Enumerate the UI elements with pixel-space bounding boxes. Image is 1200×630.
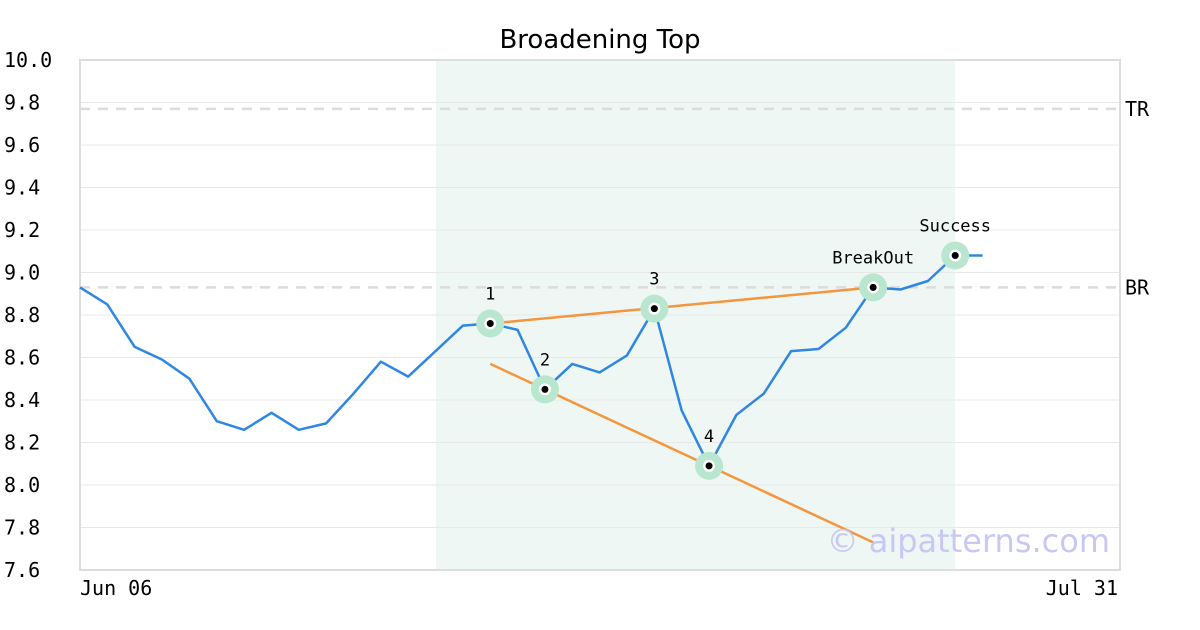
y-tick-label: 8.4 — [4, 388, 40, 412]
marker-dot — [705, 462, 713, 470]
y-tick-label: 9.4 — [4, 176, 40, 200]
marker-dot — [486, 320, 494, 327]
marker-label-breakout: BreakOut — [832, 248, 914, 268]
marker-label-2: 2 — [540, 350, 550, 370]
reference-label-br: BR — [1125, 275, 1150, 299]
reference-label-tr: TR — [1125, 97, 1150, 121]
marker-dot — [541, 385, 549, 393]
x-tick-start: Jun 06 — [80, 576, 152, 600]
y-tick-label: 10.0 — [4, 48, 52, 72]
marker-dot — [869, 283, 877, 291]
marker-label-3: 3 — [649, 270, 659, 290]
y-tick-label: 7.8 — [4, 516, 40, 540]
y-tick-label: 9.6 — [4, 133, 40, 157]
marker-dot — [650, 305, 658, 313]
watermark: © aipatterns.com — [827, 522, 1110, 560]
y-tick-label: 8.8 — [4, 303, 40, 327]
chart-title: Broadening Top — [499, 25, 700, 55]
y-tick-label: 8.2 — [4, 431, 40, 455]
y-tick-label: 7.6 — [4, 558, 40, 582]
y-tick-label: 8.0 — [4, 473, 40, 497]
y-tick-label: 9.8 — [4, 91, 40, 115]
marker-dot — [951, 252, 959, 259]
reference-lines: TR BR — [80, 97, 1150, 299]
x-tick-end: Jul 31 — [1046, 576, 1118, 600]
marker-label-1: 1 — [485, 285, 495, 305]
y-tick-label: 9.0 — [4, 261, 40, 285]
marker-label-success: Success — [919, 217, 991, 237]
y-tick-label: 9.2 — [4, 218, 40, 242]
y-axis-ticks: 7.6 7.8 8.0 8.2 8.4 8.6 8.8 9.0 9.2 9.4 9.6 9.8 10.0 — [4, 48, 52, 582]
plot-frame — [79, 59, 1121, 571]
y-tick-label: 8.6 — [4, 346, 40, 370]
gridlines — [80, 102, 1120, 528]
marker-label-4: 4 — [704, 427, 714, 447]
trendline-1 — [490, 286, 874, 325]
price-line — [79, 254, 983, 468]
